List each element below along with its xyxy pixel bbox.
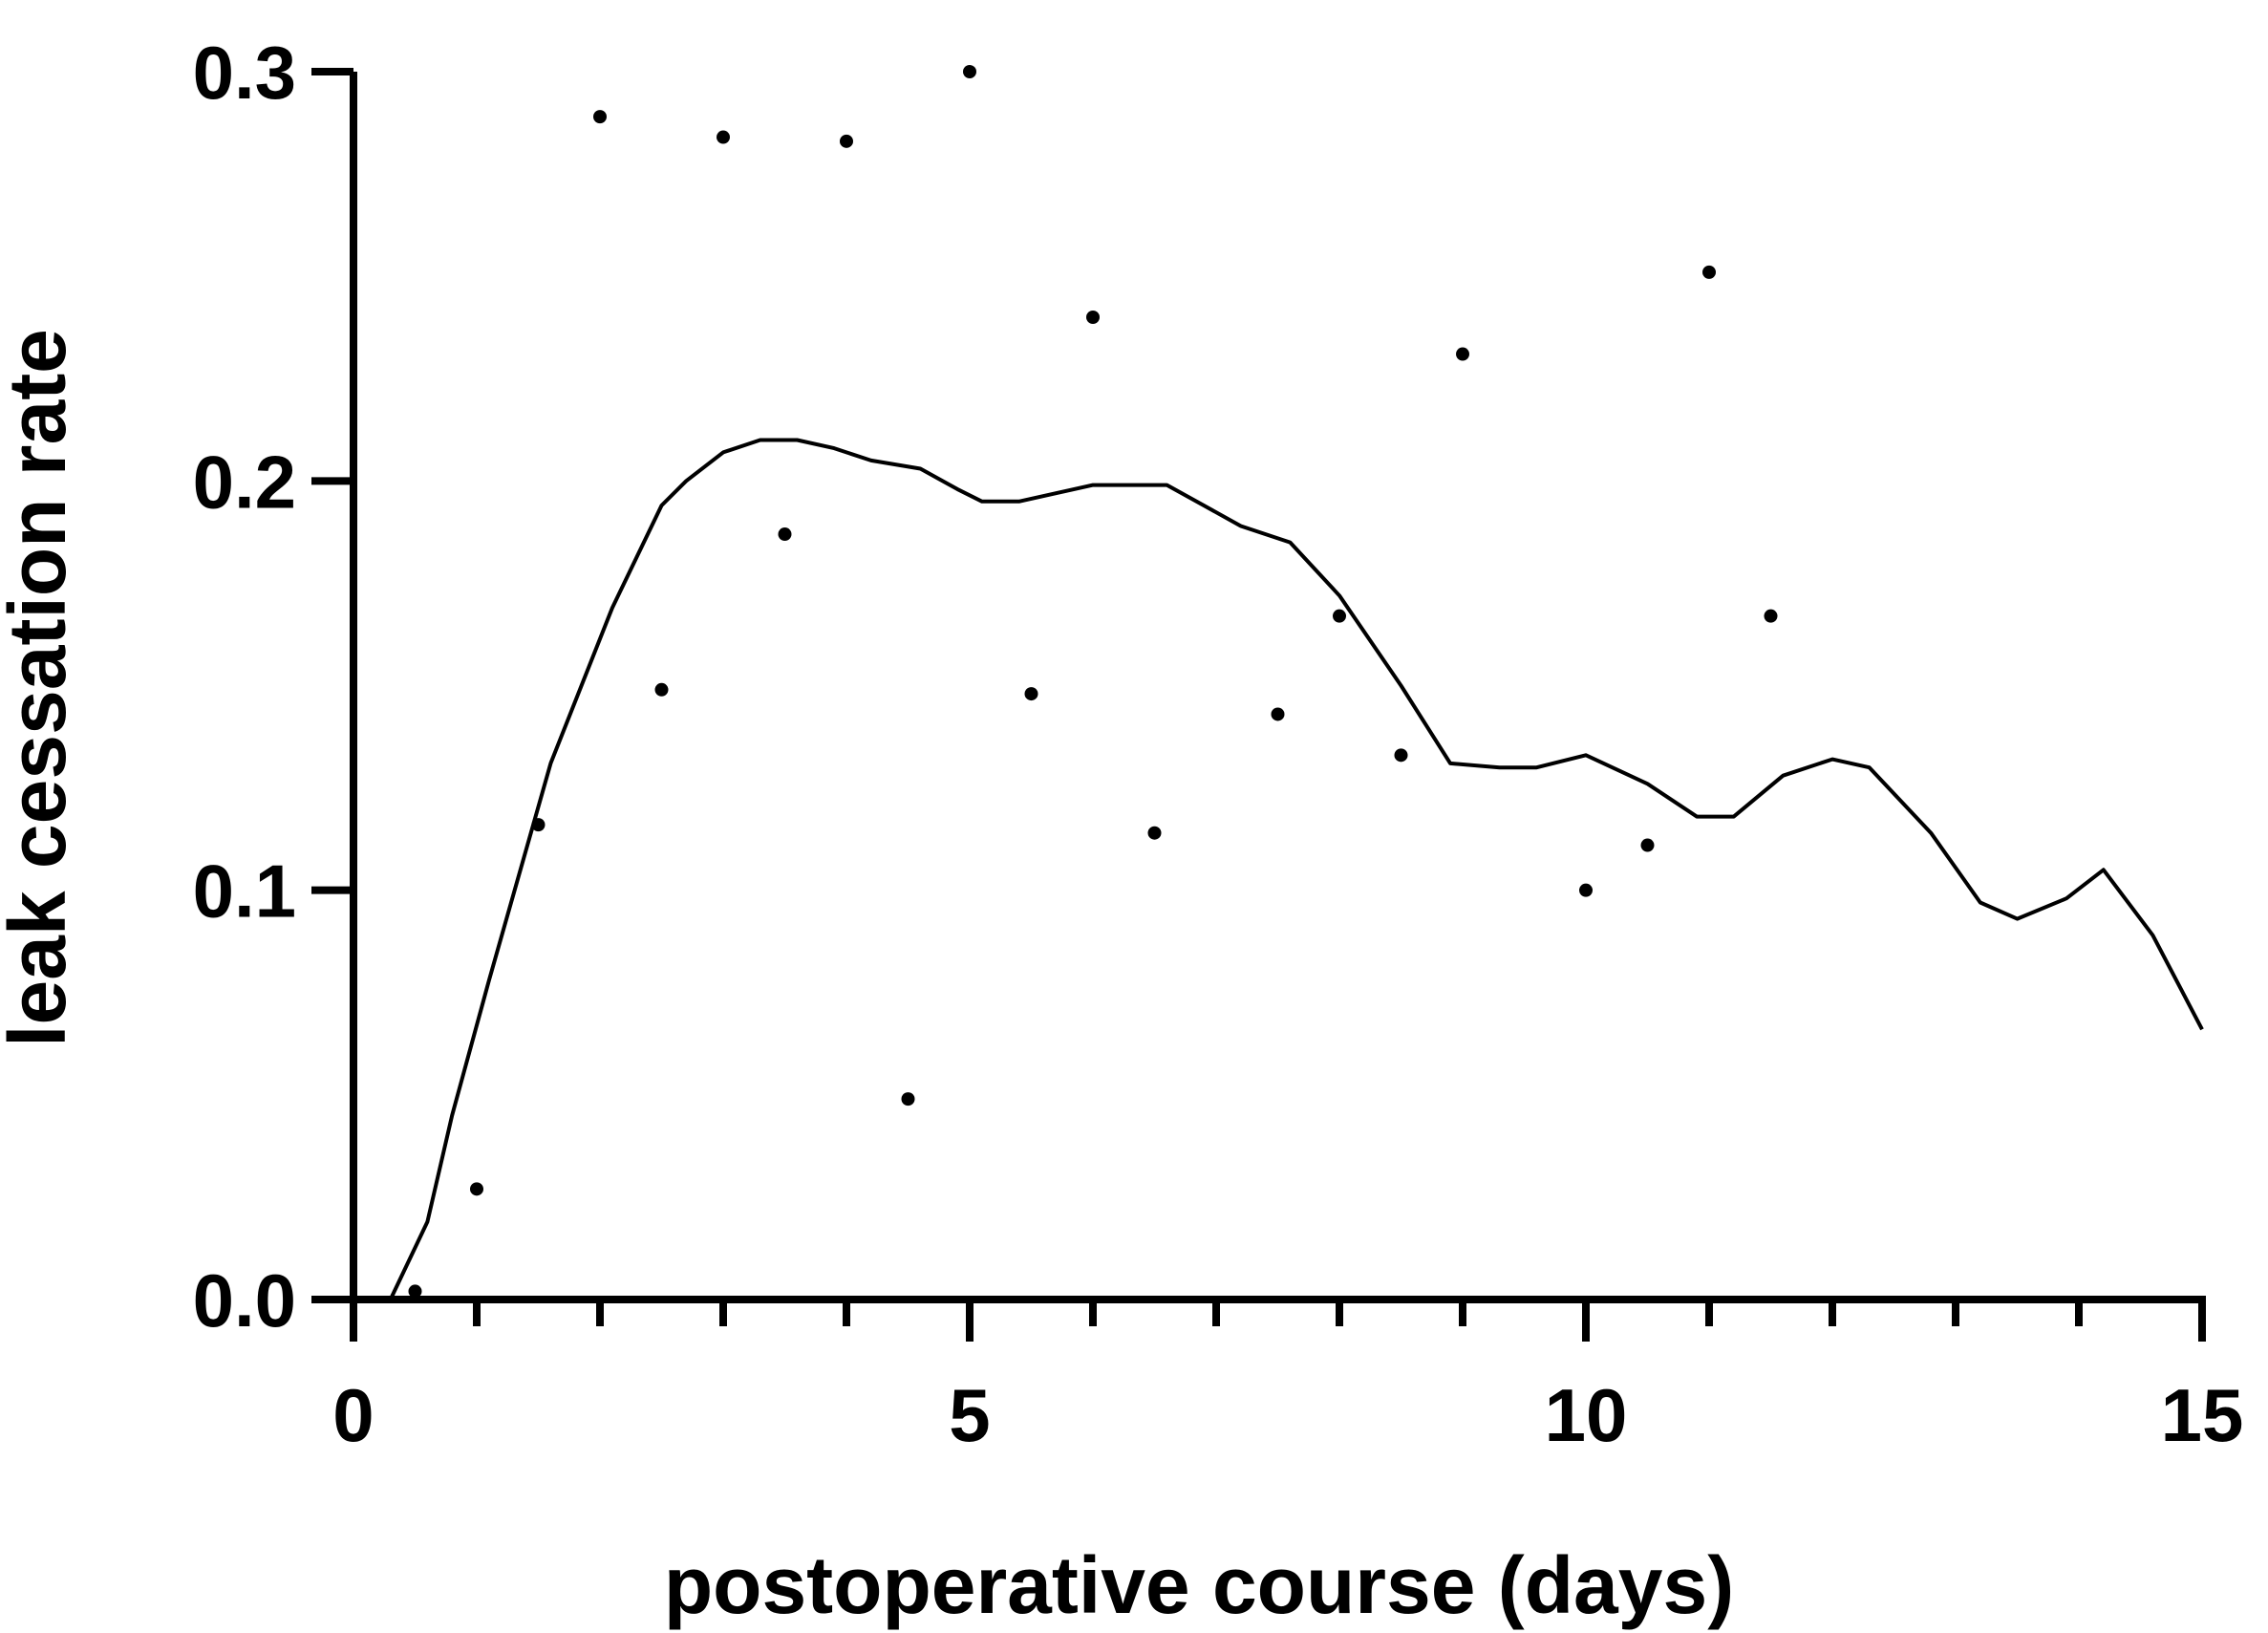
- data-point: [1456, 347, 1469, 361]
- data-point: [1764, 609, 1778, 623]
- x-tick-label: 5: [949, 1373, 990, 1457]
- data-point: [1333, 609, 1346, 623]
- x-tick-label: 15: [2161, 1373, 2244, 1457]
- data-point: [408, 1284, 422, 1299]
- data-point: [1579, 883, 1593, 897]
- y-tick-label: 0.2: [193, 440, 296, 524]
- x-tick-label: 10: [1545, 1373, 1628, 1457]
- data-point: [1086, 311, 1100, 324]
- y-tick-label: 0.0: [193, 1258, 296, 1343]
- x-axis-title: postoperative course (days): [664, 1540, 1734, 1630]
- data-point: [1394, 748, 1408, 763]
- y-tick-label: 0.1: [193, 849, 296, 934]
- x-axis: 0 5 10 15: [311, 1296, 2244, 1457]
- y-tick-label: 0.3: [193, 31, 296, 115]
- data-point: [1147, 826, 1162, 840]
- data-point: [963, 65, 976, 78]
- data-point: [1271, 707, 1285, 721]
- data-point: [840, 134, 853, 148]
- y-axis-title: leak cessation rate: [0, 329, 82, 1047]
- x-tick-label: 0: [332, 1373, 374, 1457]
- y-axis: 0.0 0.1 0.2 0.3: [193, 31, 357, 1343]
- data-point: [1702, 265, 1716, 279]
- data-point: [593, 110, 607, 124]
- data-point: [1024, 687, 1038, 701]
- plot-area: [388, 65, 2204, 1300]
- data-point: [778, 527, 792, 542]
- smoothed-line: [388, 438, 2204, 1300]
- data-point: [717, 130, 730, 144]
- data-point: [654, 682, 669, 697]
- data-point: [901, 1092, 915, 1107]
- data-point: [1640, 838, 1655, 852]
- data-point: [470, 1182, 483, 1196]
